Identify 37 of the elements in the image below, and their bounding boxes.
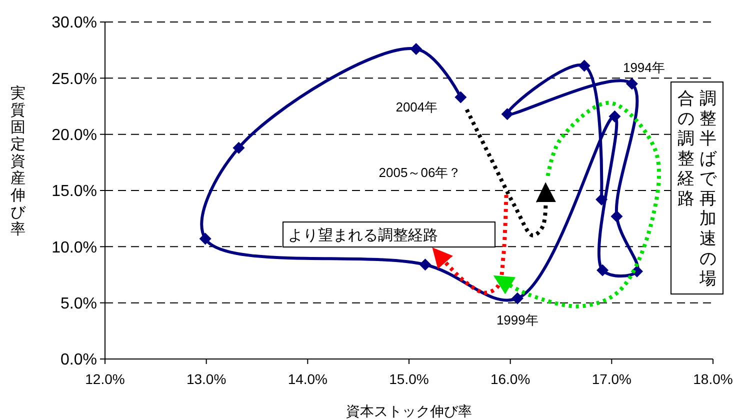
x-tick-label: 17.0% (592, 371, 632, 387)
point (410, 42, 422, 55)
point (608, 110, 621, 122)
annotation: 合の調整経路 (676, 89, 694, 208)
point (596, 264, 609, 276)
annotation: 2005～06年？ (378, 165, 462, 180)
point (610, 210, 623, 222)
annotation: 1999年 (496, 312, 538, 328)
y-tick-label: 25.0% (52, 70, 97, 88)
label-box: 調整半ばで再加速の場 合の調整経路 (670, 82, 724, 294)
x-tick-label: 13.0% (186, 371, 226, 387)
point (199, 232, 212, 245)
point (419, 258, 432, 271)
text: 実質固定資産伸び率 (10, 85, 26, 238)
y-tick-label: 10.0% (52, 239, 97, 256)
y-tick-label: 0.0% (60, 352, 97, 369)
y-tick-label: 15.0% (52, 183, 97, 200)
x-tick-label: 14.0% (288, 371, 328, 387)
point (578, 60, 590, 72)
y-tick-label: 20.0% (52, 126, 97, 144)
y-tick-label: 30.0% (52, 14, 97, 32)
point (232, 142, 245, 154)
point (501, 108, 514, 120)
annotation: 1994年 (622, 60, 665, 75)
x-tick-label: 16.0% (490, 371, 530, 387)
point (454, 91, 467, 104)
y-tick-label: 5.0% (60, 295, 97, 312)
point (511, 292, 524, 304)
label-box: より望まれる調整経路 (282, 222, 496, 248)
point (626, 78, 638, 90)
x-tick-label: 12.0% (85, 371, 125, 387)
x-axis-title: 資本ストック伸び率 (346, 403, 472, 419)
x-tick-label: 15.0% (389, 371, 429, 387)
x-tick-label: 18.0% (693, 371, 733, 387)
annotation: 2004年 (396, 99, 438, 114)
annotation: より望まれる調整経路 (288, 227, 438, 244)
point (596, 193, 608, 206)
